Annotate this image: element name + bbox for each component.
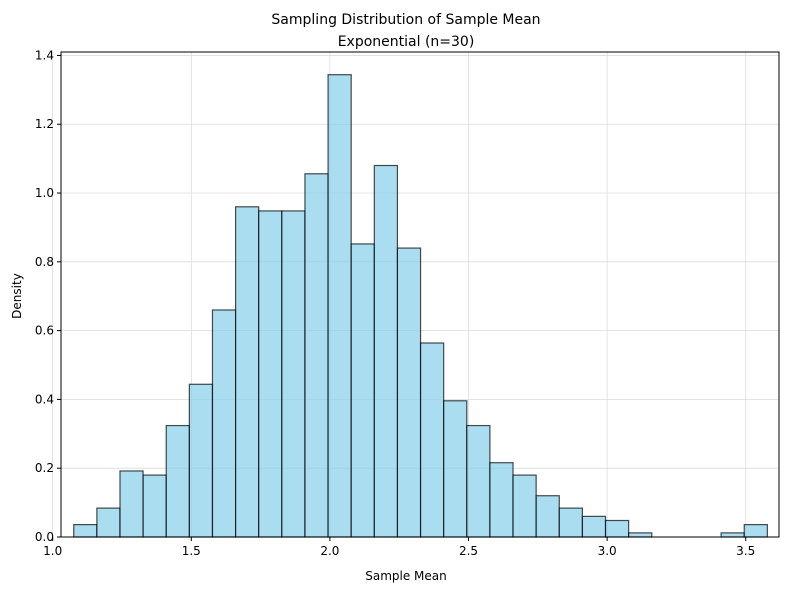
x-tick-label: 3.0 bbox=[598, 544, 617, 558]
x-axis-ticks: 1.0 1.5 2.0 2.5 3.0 3.5 bbox=[43, 537, 755, 558]
y-tick-label: 0.6 bbox=[35, 324, 54, 338]
histogram-bar bbox=[535, 495, 560, 538]
histogram-bar bbox=[373, 164, 399, 538]
y-tick-label: 1.0 bbox=[35, 186, 54, 200]
grid-lines bbox=[52, 52, 779, 538]
histogram-bar bbox=[743, 524, 768, 538]
histogram-bar bbox=[512, 474, 537, 538]
plot-frame bbox=[60, 51, 780, 538]
x-axis-label: Sample Mean bbox=[365, 569, 447, 583]
histogram-bar bbox=[188, 383, 214, 538]
y-tick-label: 0.8 bbox=[35, 255, 54, 269]
histogram-bar bbox=[327, 74, 352, 538]
histogram-bar bbox=[165, 424, 190, 538]
histogram-bar bbox=[628, 532, 653, 538]
histogram-bar bbox=[258, 210, 283, 538]
histogram-bar bbox=[604, 519, 630, 538]
histogram-bar bbox=[96, 507, 121, 538]
histogram-bar bbox=[211, 309, 237, 538]
x-tick-label: 1.5 bbox=[182, 544, 201, 558]
histogram-bars bbox=[73, 74, 768, 538]
chart-subtitle: Exponential (n=30) bbox=[338, 34, 475, 50]
histogram-bar bbox=[73, 524, 98, 538]
histogram-bar bbox=[119, 470, 144, 538]
histogram-bar bbox=[558, 507, 583, 538]
histogram-bar bbox=[350, 243, 375, 538]
histogram-bar bbox=[396, 247, 422, 538]
histogram-bar bbox=[304, 173, 329, 538]
histogram-bar bbox=[720, 532, 745, 538]
chart-title: Sampling Distribution of Sample Mean bbox=[271, 12, 540, 28]
x-tick-label: 2.0 bbox=[320, 544, 339, 558]
histogram-bar bbox=[419, 342, 445, 538]
histogram-bar bbox=[466, 424, 491, 538]
histogram-bar bbox=[142, 474, 167, 538]
x-tick-label: 2.5 bbox=[459, 544, 478, 558]
histogram-bar bbox=[281, 210, 306, 538]
y-tick-label: 0.0 bbox=[35, 530, 54, 544]
x-tick-label: 1.0 bbox=[43, 544, 62, 558]
y-tick-label: 1.2 bbox=[35, 117, 54, 131]
y-axis-label: Density bbox=[10, 273, 24, 319]
y-tick-label: 0.2 bbox=[35, 461, 54, 475]
x-tick-label: 3.5 bbox=[736, 544, 755, 558]
y-tick-label: 1.4 bbox=[35, 48, 54, 62]
histogram-bar bbox=[489, 462, 514, 538]
histogram-bar bbox=[234, 206, 260, 538]
y-tick-label: 0.4 bbox=[35, 392, 54, 406]
histogram-bar bbox=[581, 515, 607, 538]
y-axis-ticks: 0.0 0.2 0.4 0.6 0.8 1.0 1.2 1.4 bbox=[35, 48, 61, 544]
histogram-bar bbox=[443, 400, 468, 538]
